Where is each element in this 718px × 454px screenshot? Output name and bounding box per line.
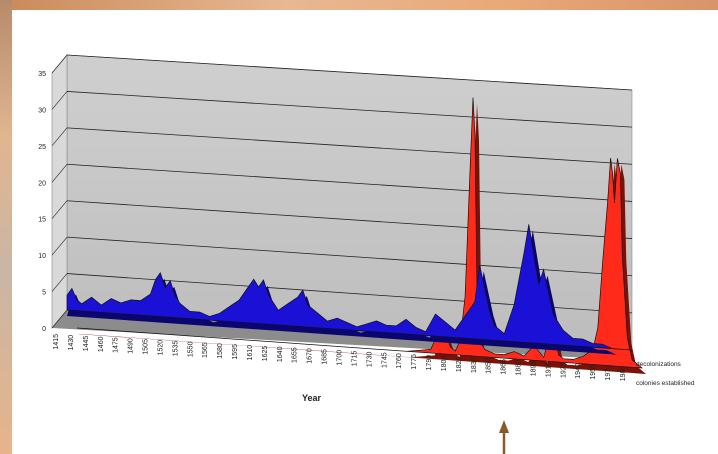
x-tick-label: 1565 (202, 342, 209, 358)
legend-entry: decolonizations (636, 361, 682, 368)
x-tick-label: 1745 (381, 352, 388, 368)
slide-background-left (0, 0, 12, 454)
gridline (66, 163, 633, 202)
x-tick-label: 1445 (83, 336, 90, 352)
gridline-side (51, 273, 68, 292)
series-area-colonies-established (66, 224, 633, 351)
gridline (66, 91, 633, 128)
y-tick-label: 0 (42, 326, 46, 333)
gridline-side (51, 127, 68, 147)
y-tick-label: 10 (38, 253, 46, 260)
y-tick-label: 5 (42, 290, 46, 297)
x-tick-label: 1715 (351, 351, 358, 367)
x-tick-label: 1685 (322, 349, 329, 365)
y-tick-label: 15 (38, 217, 46, 224)
series-area-decolonizations (76, 97, 644, 369)
x-tick-label: 1655 (292, 347, 299, 363)
x-tick-label: 1670 (307, 348, 314, 364)
x-tick-label: 1940 (575, 363, 582, 379)
gridline-side (51, 236, 68, 256)
gridline (66, 54, 633, 91)
x-tick-label: 1505 (143, 339, 150, 355)
gridline (66, 200, 633, 239)
x-tick-label: 1955 (590, 364, 597, 380)
y-tick-label: 20 (38, 180, 46, 187)
slide-background-top (0, 0, 718, 10)
x-tick-label: 1520 (157, 340, 164, 356)
x-tick-label: 1880 (516, 360, 523, 376)
x-tick-label: 1760 (396, 353, 403, 369)
x-tick-label: 1775 (411, 354, 418, 370)
x-tick-label: 1580 (217, 343, 224, 359)
x-tick-label: 1895 (530, 361, 537, 377)
x-tick-label: 1850 (486, 358, 493, 374)
x-axis-label: Year (302, 393, 322, 403)
x-tick-label: 1550 (187, 341, 194, 357)
y-tick-label: 25 (38, 144, 46, 151)
gridline-side (51, 91, 68, 110)
legend-entry: colonies established (636, 380, 695, 387)
gridline-side (51, 164, 68, 183)
x-tick-label: 1805 (441, 356, 448, 372)
gridline-side (51, 54, 68, 74)
x-tick-label: 1610 (247, 345, 254, 361)
x-tick-label: 1820 (456, 356, 463, 372)
x-tick-label: 1415 (53, 334, 60, 350)
x-tick-label: 1985 (620, 366, 627, 382)
x-tick-label: 1430 (68, 335, 75, 351)
slide-canvas: 0 5 10 15 20 25 30 35 1415 1430 1445 1460 1475 1490 1… (12, 10, 718, 454)
x-tick-label: 1700 (337, 350, 344, 366)
x-tick-label: 1865 (501, 359, 508, 375)
x-tick-label: 1970 (605, 365, 612, 381)
x-tick-label: 1730 (366, 351, 373, 367)
x-tick-label: 1490 (128, 338, 135, 354)
gridline-side (51, 200, 68, 219)
x-tick-label: 1475 (113, 337, 120, 353)
gridline (66, 127, 633, 165)
x-tick-label: 1535 (172, 341, 179, 357)
x-tick-label: 1595 (232, 344, 239, 360)
chart-side-wall (51, 54, 68, 329)
annotation-arrow-head (499, 420, 509, 433)
x-tick-label: 1925 (560, 362, 567, 378)
x-tick-label: 1625 (262, 346, 269, 362)
gridline-side (51, 309, 68, 329)
x-tick-label: 1640 (277, 346, 284, 362)
x-tick-label: 1790 (426, 355, 433, 371)
y-tick-label: 35 (38, 71, 46, 78)
y-tick-label: 30 (38, 107, 46, 114)
x-tick-label: 1835 (471, 357, 478, 373)
x-tick-label: 1910 (545, 361, 552, 377)
x-tick-label: 1460 (98, 336, 105, 352)
